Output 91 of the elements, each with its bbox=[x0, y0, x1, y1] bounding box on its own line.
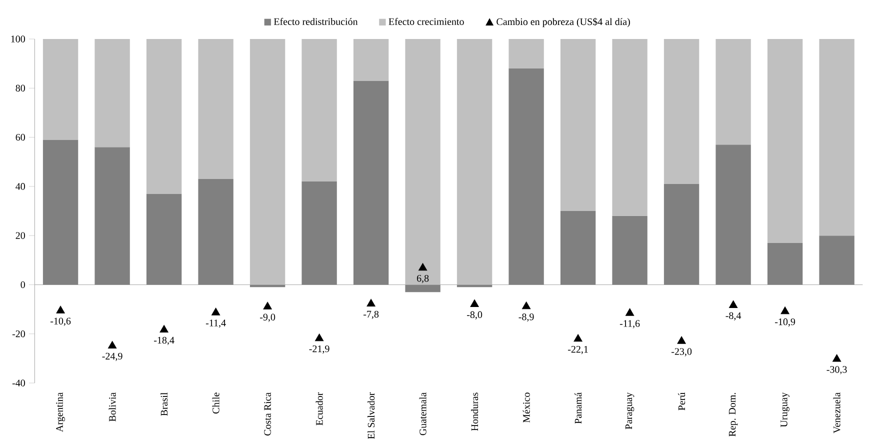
point bbox=[263, 302, 272, 310]
x-tick-label: El Salvador bbox=[368, 392, 375, 439]
x-tick-label: Argentina bbox=[56, 392, 65, 432]
point bbox=[160, 324, 168, 333]
bar bbox=[456, 284, 492, 288]
bar bbox=[767, 242, 803, 285]
bar bbox=[560, 39, 596, 211]
data-label: -11,4 bbox=[206, 320, 226, 328]
data-label: -8,4 bbox=[726, 312, 742, 320]
data-label: -23,0 bbox=[672, 348, 692, 356]
y-tick-label: 20 bbox=[16, 232, 25, 239]
x-tick-label: Venezuela bbox=[833, 392, 840, 434]
data-label: -8,0 bbox=[467, 311, 482, 320]
point bbox=[574, 334, 582, 342]
x-tick-label: Rep. Dom. bbox=[728, 392, 738, 436]
x-tick-label: Costa Rica bbox=[264, 392, 271, 436]
point bbox=[211, 308, 220, 316]
bar bbox=[508, 68, 544, 285]
bar bbox=[560, 211, 596, 285]
data-label: -10,6 bbox=[50, 318, 71, 326]
legend-label: Cambio en pobreza (US$4 al día) bbox=[496, 18, 630, 28]
bar bbox=[146, 194, 182, 285]
bar bbox=[612, 216, 648, 285]
x-tick-label: Paraguay bbox=[625, 392, 634, 430]
bar bbox=[819, 39, 854, 236]
x-tick-label: Bolivia bbox=[108, 392, 116, 422]
y-tick-label: 60 bbox=[16, 134, 25, 141]
x-tick-label: Panamá bbox=[574, 392, 582, 424]
data-label: -21,9 bbox=[309, 345, 330, 354]
data-label: -11,6 bbox=[620, 320, 640, 328]
bar bbox=[302, 39, 337, 182]
data-label: -10,9 bbox=[775, 318, 796, 327]
bar bbox=[819, 236, 854, 285]
point bbox=[780, 306, 790, 314]
bar bbox=[42, 140, 78, 285]
bar bbox=[94, 147, 130, 285]
legend-label: Efecto redistribución bbox=[274, 18, 358, 26]
bar bbox=[198, 179, 234, 285]
bar bbox=[198, 39, 234, 180]
point bbox=[832, 354, 842, 362]
point bbox=[366, 298, 376, 306]
bar bbox=[250, 284, 286, 288]
x-tick-label: Ecuador bbox=[316, 392, 323, 426]
bar bbox=[353, 80, 389, 285]
y-tick-label: 40 bbox=[16, 183, 25, 190]
point bbox=[677, 336, 686, 344]
y-tick-label: 0 bbox=[20, 281, 25, 288]
data-label: -30,3 bbox=[826, 366, 847, 374]
bar bbox=[664, 39, 700, 184]
y-tick-label: -20 bbox=[12, 330, 25, 338]
point bbox=[56, 306, 65, 314]
data-label: -8,9 bbox=[518, 314, 534, 322]
bar bbox=[716, 39, 751, 145]
point bbox=[418, 263, 428, 271]
bar bbox=[405, 284, 440, 292]
data-label: -18,4 bbox=[154, 336, 174, 346]
bar bbox=[250, 39, 286, 285]
bar bbox=[664, 184, 700, 285]
data-label: 6,8 bbox=[416, 274, 429, 284]
point bbox=[522, 302, 531, 310]
x-tick-label: Guatemala bbox=[419, 392, 426, 436]
x-tick-label: Brasil bbox=[160, 392, 168, 416]
data-label: -24,9 bbox=[102, 352, 122, 361]
x-tick-label: Chile bbox=[212, 392, 220, 414]
point bbox=[625, 308, 634, 316]
point bbox=[314, 334, 324, 342]
bar bbox=[302, 182, 337, 285]
bar bbox=[42, 39, 78, 140]
point bbox=[108, 340, 117, 348]
y-tick-label: 80 bbox=[16, 84, 25, 92]
y-tick-label: 100 bbox=[11, 36, 25, 42]
bar bbox=[767, 39, 803, 243]
x-tick-label: Uruguay bbox=[780, 392, 790, 428]
x-tick-label: México bbox=[522, 392, 530, 423]
bar bbox=[508, 39, 544, 68]
x-tick-label: Honduras bbox=[471, 392, 478, 431]
bar bbox=[94, 39, 130, 148]
bar bbox=[716, 144, 751, 285]
data-label: -7,8 bbox=[364, 310, 379, 320]
data-label: -22,1 bbox=[568, 346, 588, 354]
bar bbox=[456, 39, 492, 285]
bar bbox=[353, 39, 389, 81]
point bbox=[470, 299, 479, 307]
y-tick-label: -40 bbox=[12, 380, 25, 386]
bar bbox=[612, 39, 648, 216]
x-tick-label: Perú bbox=[678, 392, 686, 410]
data-label: -9,0 bbox=[260, 314, 276, 322]
bar bbox=[405, 39, 440, 285]
bar bbox=[146, 39, 182, 194]
legend-label: Efecto crecimiento bbox=[388, 18, 464, 26]
point bbox=[728, 300, 738, 308]
